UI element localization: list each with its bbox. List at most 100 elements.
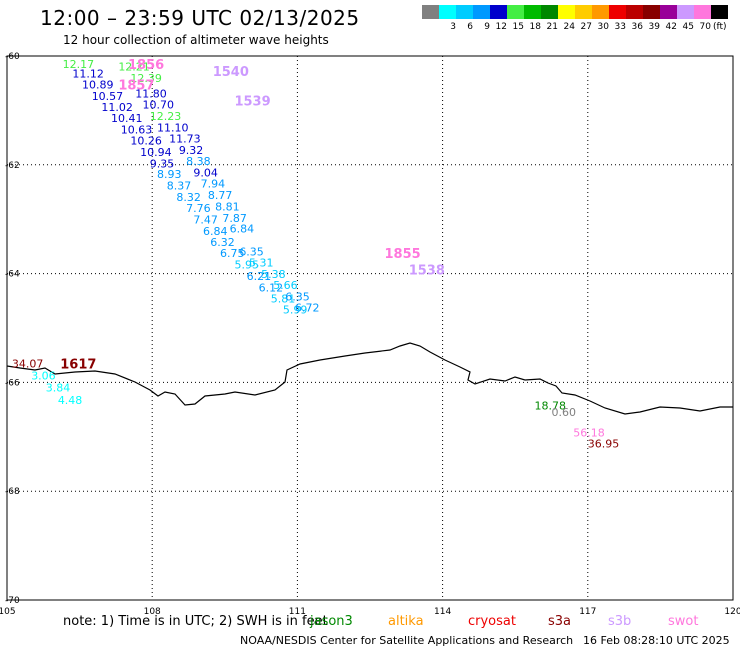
wave-height-label: 7.47 bbox=[193, 213, 218, 226]
wave-height-label: 36.95 bbox=[588, 438, 620, 451]
legend-swatch: 24 bbox=[558, 5, 575, 32]
longitude-tick-label: 114 bbox=[434, 607, 451, 617]
legend-swatch: 33 bbox=[609, 5, 626, 32]
latitude-tick-label: -70 bbox=[5, 596, 20, 606]
pass-time-label: 1538 bbox=[409, 263, 445, 278]
wave-height-label: 3.06 bbox=[31, 370, 56, 383]
page-subtitle: 12 hour collection of altimeter wave hei… bbox=[63, 33, 329, 47]
legend-swatch: 18 bbox=[524, 5, 541, 32]
wave-height-label: 5.95 bbox=[234, 259, 258, 272]
legend-label: 30 bbox=[597, 22, 609, 32]
legend-label: 18 bbox=[529, 22, 541, 32]
wave-height-label: 7.87 bbox=[222, 212, 247, 225]
legend-label: 15 bbox=[512, 22, 524, 32]
pass-time-label: 1540 bbox=[213, 65, 249, 80]
legend-label: 45 bbox=[682, 22, 694, 32]
latitude-tick-label: -68 bbox=[5, 487, 20, 497]
pass-time-label: 1617 bbox=[60, 358, 96, 373]
legend-label: 27 bbox=[580, 22, 592, 32]
wave-height-label: 56.18 bbox=[573, 427, 605, 440]
footer-timestamp: 16 Feb 08:28:10 UTC 2025 bbox=[583, 634, 730, 647]
satellite-label: swot bbox=[668, 614, 699, 629]
wave-height-label: 6.84 bbox=[230, 223, 255, 236]
wave-height-label: 5.31 bbox=[249, 256, 274, 269]
legend-label: 3 bbox=[450, 22, 456, 32]
wave-height-label: 12.39 bbox=[130, 72, 162, 85]
wave-height-label: 8.32 bbox=[176, 191, 201, 204]
satellite-label: jason3 bbox=[310, 614, 353, 629]
wave-height-label: 8.77 bbox=[208, 189, 233, 202]
legend-swatch: 6 bbox=[456, 5, 473, 32]
longitude-tick-labels: 105 108 111 114 117 120 bbox=[0, 607, 740, 617]
legend-swatch: 9 bbox=[473, 5, 490, 32]
wave-height-label: 11.02 bbox=[101, 101, 133, 114]
footer-note: note: 1) Time is in UTC; 2) SWH is in fe… bbox=[63, 614, 328, 629]
wave-height-label: 6.35 bbox=[285, 291, 310, 304]
legend-label: 21 bbox=[546, 22, 558, 32]
page-title: 12:00 – 23:59 UTC 02/13/2025 bbox=[40, 6, 360, 30]
legend-label: 70 bbox=[699, 22, 711, 32]
legend-label: 6 bbox=[467, 22, 473, 32]
longitude-tick-label: 111 bbox=[289, 607, 306, 617]
longitude-tick-label: 117 bbox=[579, 607, 596, 617]
satellite-label: cryosat bbox=[468, 614, 516, 629]
wave-height-label: 10.70 bbox=[143, 99, 175, 112]
wave-height-label: 10.41 bbox=[111, 112, 143, 125]
legend-swatch: 39 bbox=[643, 5, 660, 32]
legend-swatch: 3 bbox=[439, 5, 456, 32]
legend-label: 9 bbox=[484, 22, 490, 32]
map-frame bbox=[6, 55, 734, 601]
observation-labels: 12.1711.1210.8910.5711.0210.4110.6310.26… bbox=[12, 58, 619, 451]
wave-height-label: 11.12 bbox=[72, 68, 104, 81]
legend-swatch: 30 bbox=[592, 5, 609, 32]
wave-height-label: 6.21 bbox=[247, 270, 272, 283]
wave-height-label: 8.38 bbox=[186, 155, 211, 168]
legend-unit: (ft) bbox=[713, 22, 727, 32]
wave-height-label: 10.57 bbox=[92, 90, 124, 103]
latitude-tick-label: -62 bbox=[5, 161, 20, 171]
legend-label: 36 bbox=[631, 22, 643, 32]
footer-credit: NOAA/NESDIS Center for Satellite Applica… bbox=[240, 634, 574, 647]
satellite-label: altika bbox=[388, 614, 424, 629]
wave-height-label: 12.23 bbox=[150, 110, 182, 123]
longitude-tick-label: 105 bbox=[0, 607, 16, 617]
antarctic-coastline bbox=[6, 342, 733, 415]
satellite-label: s3a bbox=[548, 614, 572, 629]
wave-height-label: 12.21 bbox=[118, 61, 150, 74]
wave-height-label: 11.73 bbox=[169, 132, 201, 145]
legend-swatch: 15 bbox=[507, 5, 524, 32]
wave-height-label: 10.89 bbox=[82, 78, 114, 91]
legend-label: 24 bbox=[563, 22, 575, 32]
latitude-tick-labels: -60 -62 -64 -66 -68 -70 bbox=[5, 52, 20, 606]
wave-height-label: 6.75 bbox=[220, 247, 245, 260]
legend-label: 39 bbox=[648, 22, 660, 32]
wave-height-label: 8.37 bbox=[167, 180, 192, 193]
wave-height-label: 8.93 bbox=[157, 168, 182, 181]
pass-time-label: 1539 bbox=[234, 94, 270, 109]
wave-height-label: 11.80 bbox=[135, 88, 167, 101]
wave-height-label: 11.10 bbox=[157, 121, 189, 134]
legend-swatch: 12 bbox=[490, 5, 507, 32]
legend-swatch bbox=[711, 5, 728, 19]
latitude-tick-label: -60 bbox=[5, 52, 20, 62]
wave-height-label: 34.07 bbox=[12, 358, 44, 371]
footer: note: 1) Time is in UTC; 2) SWH is in fe… bbox=[0, 612, 740, 650]
legend-label: 33 bbox=[614, 22, 626, 32]
legend-swatch: 70 bbox=[694, 5, 711, 32]
wave-height-label: 5.66 bbox=[273, 279, 298, 292]
wave-height-label: 6.72 bbox=[295, 302, 320, 315]
wave-height-label: 9.32 bbox=[179, 144, 204, 157]
wave-height-label: 4.48 bbox=[58, 394, 83, 407]
wave-height-label: 3.84 bbox=[46, 381, 71, 394]
wave-height-label: 6.35 bbox=[239, 245, 264, 258]
wave-height-label: 5.38 bbox=[261, 268, 286, 281]
longitude-tick-label: 108 bbox=[144, 607, 161, 617]
pass-time-label: 1856 bbox=[128, 58, 164, 73]
wave-height-label: 6.12 bbox=[259, 281, 284, 294]
legend-swatch: 45 bbox=[677, 5, 694, 32]
pass-time-label: 1857 bbox=[118, 78, 154, 93]
wave-height-label: 7.94 bbox=[201, 177, 226, 190]
wave-height-label: 5.81 bbox=[271, 292, 296, 305]
wave-height-label: 6.84 bbox=[203, 225, 228, 238]
